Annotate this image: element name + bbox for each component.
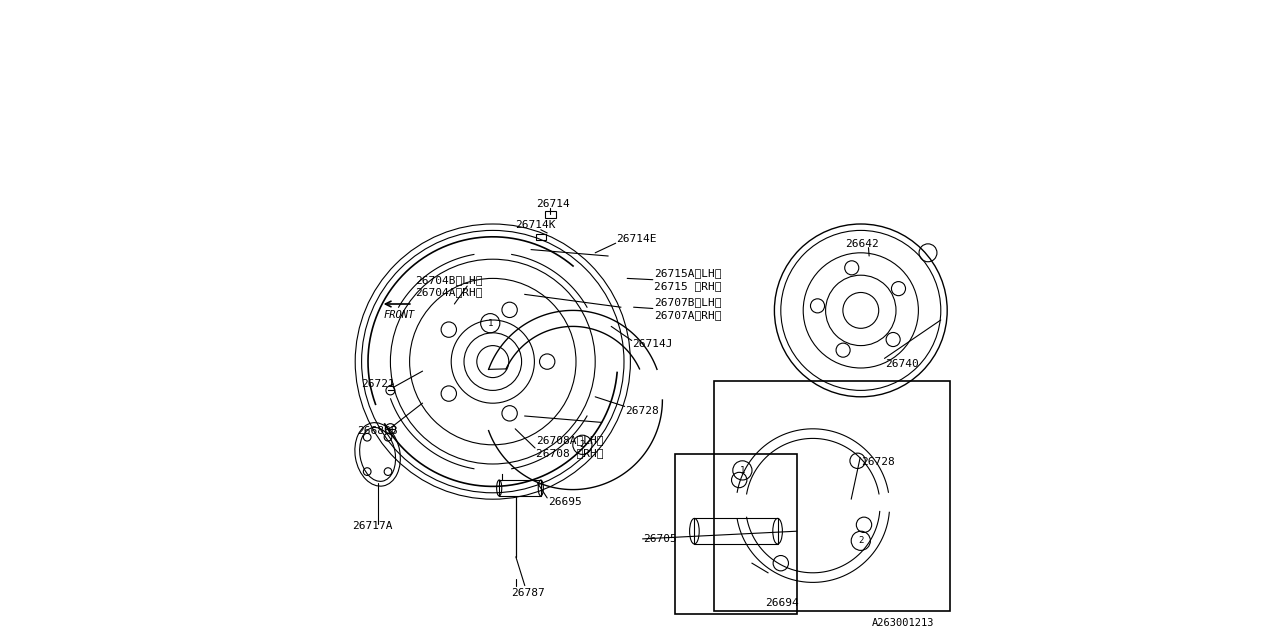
Text: 26708A〈LH〉: 26708A〈LH〉 — [536, 435, 604, 445]
Text: 26740: 26740 — [886, 358, 919, 369]
Text: 26714J: 26714J — [632, 339, 672, 349]
Text: 26688B: 26688B — [357, 426, 398, 436]
Text: 26705: 26705 — [644, 534, 677, 544]
Text: 26715 〈RH〉: 26715 〈RH〉 — [654, 281, 722, 291]
Text: 26695: 26695 — [548, 497, 581, 508]
Text: 26714K: 26714K — [516, 220, 556, 230]
Bar — [695, 518, 778, 544]
Text: 26714E: 26714E — [616, 234, 657, 244]
Bar — [535, 234, 545, 240]
Text: 26694: 26694 — [765, 598, 799, 608]
Text: 26715A〈LH〉: 26715A〈LH〉 — [654, 268, 722, 278]
Text: 1: 1 — [740, 466, 745, 475]
Text: 26717A: 26717A — [352, 521, 393, 531]
Text: 26714: 26714 — [536, 198, 570, 209]
Text: 26728: 26728 — [625, 406, 659, 416]
Text: 26728: 26728 — [860, 457, 895, 467]
Text: 2: 2 — [858, 536, 864, 545]
Bar — [714, 381, 951, 611]
Text: 26708 〈RH〉: 26708 〈RH〉 — [536, 448, 604, 458]
Bar — [676, 454, 796, 614]
Text: 26707B〈LH〉: 26707B〈LH〉 — [654, 297, 722, 307]
Text: 2: 2 — [580, 440, 585, 449]
Text: 26642: 26642 — [845, 239, 878, 250]
Text: 26707A〈RH〉: 26707A〈RH〉 — [654, 310, 722, 320]
Text: 26721: 26721 — [361, 379, 394, 389]
Bar — [545, 211, 556, 218]
Text: FRONT: FRONT — [384, 310, 415, 321]
Text: A263001213: A263001213 — [872, 618, 934, 628]
Bar — [499, 480, 541, 496]
Text: 26704B〈LH〉: 26704B〈LH〉 — [415, 275, 483, 285]
Text: 26787: 26787 — [511, 588, 544, 598]
Text: 1: 1 — [488, 319, 493, 328]
Text: 26704A〈RH〉: 26704A〈RH〉 — [415, 287, 483, 298]
